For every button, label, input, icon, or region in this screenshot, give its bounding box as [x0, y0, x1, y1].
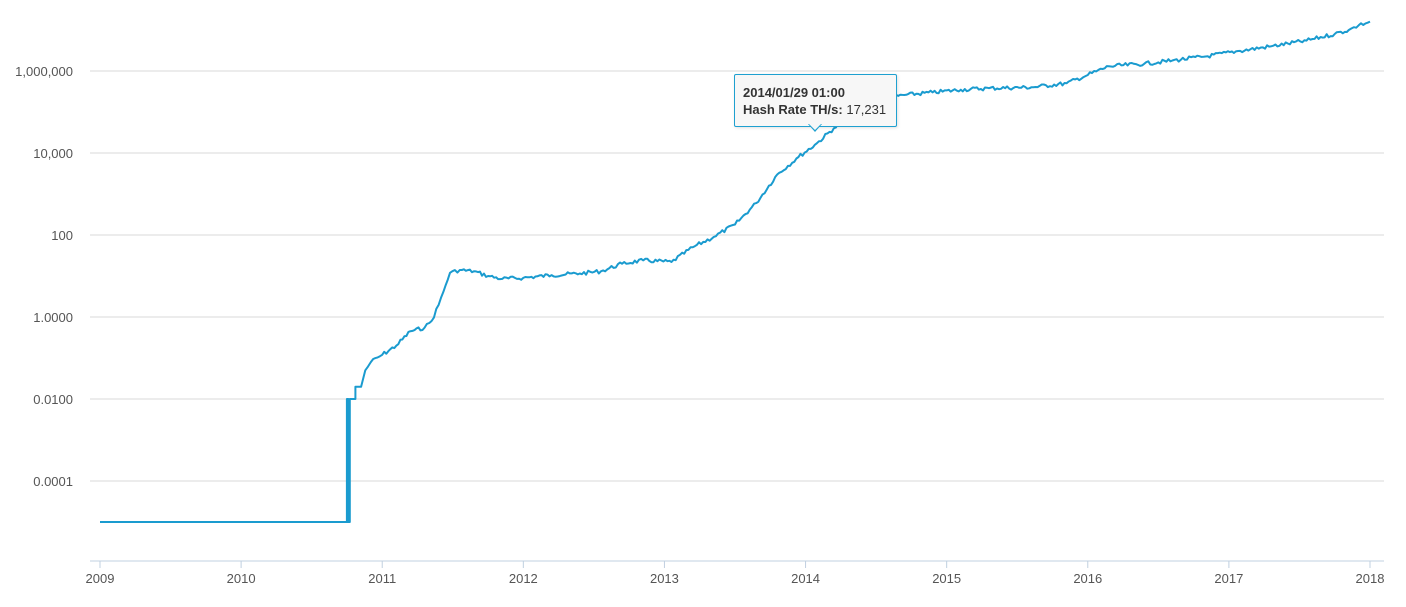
y-tick-label: 0.0100	[33, 392, 73, 407]
y-tick-label: 10,000	[33, 146, 73, 161]
data-tooltip: 2014/01/29 01:00 Hash Rate TH/s: 17,231	[734, 74, 898, 127]
y-gridlines	[90, 70, 1384, 482]
tooltip-value-row: Hash Rate TH/s: 17,231	[743, 102, 887, 117]
tooltip-pointer-fill	[809, 124, 821, 130]
y-tick-label: 100	[51, 228, 73, 243]
y-tick-label: 1,000,000	[15, 64, 73, 79]
y-tick-label: 0.0001	[33, 474, 73, 489]
tooltip-value: 17,231	[846, 102, 887, 117]
tooltip-series-label: Hash Rate TH/s	[743, 102, 839, 117]
x-tick-label: 2015	[932, 571, 961, 586]
x-tick-label: 2010	[227, 571, 256, 586]
y-axis-labels: 1,000,000 10,000 100 1.0000 0.0100 0.0001	[15, 64, 73, 489]
x-tick-label: 2011	[368, 571, 396, 586]
y-tick-label: 1.0000	[33, 310, 73, 325]
x-tick-label: 2009	[86, 571, 115, 586]
x-tick-label: 2016	[1073, 571, 1102, 586]
x-tick-label: 2012	[509, 571, 538, 586]
x-tick-label: 2013	[650, 571, 679, 586]
tooltip-date: 2014/01/29 01:00	[743, 85, 845, 100]
x-tick-label: 2014	[791, 571, 820, 586]
x-tick-label: 2017	[1214, 571, 1243, 586]
x-axis-labels: 2009 2010 2011 2012 2013 2014 2015 2016 2017 2018	[86, 561, 1385, 586]
x-tick-label: 2018	[1356, 571, 1385, 586]
